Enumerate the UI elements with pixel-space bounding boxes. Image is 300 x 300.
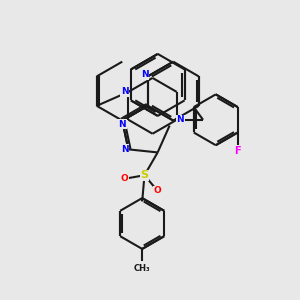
Text: N: N xyxy=(117,119,124,128)
Text: O: O xyxy=(154,186,161,195)
Text: CH₃: CH₃ xyxy=(134,264,151,273)
Text: O: O xyxy=(121,174,128,183)
Text: N: N xyxy=(177,115,184,124)
Text: N: N xyxy=(121,87,128,96)
Text: F: F xyxy=(234,146,241,156)
Text: N: N xyxy=(121,145,128,154)
Text: S: S xyxy=(140,170,148,180)
Text: N: N xyxy=(118,120,126,129)
Text: N: N xyxy=(141,70,148,79)
